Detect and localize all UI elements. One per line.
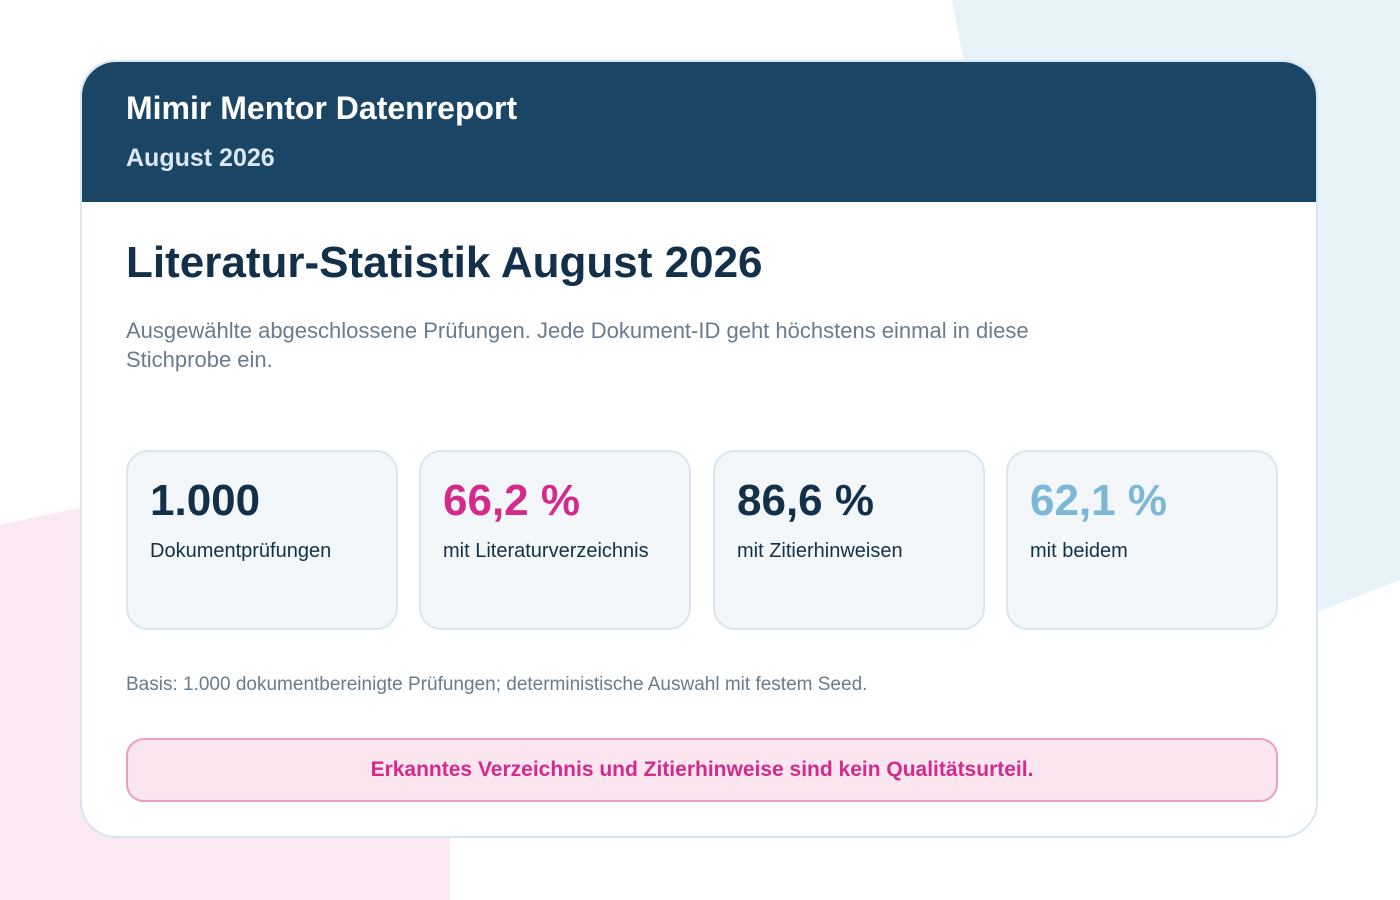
page-description: Ausgewählte abgeschlossene Prüfungen. Je… [126,318,1029,372]
stat-label: mit Literaturverzeichnis [443,540,649,562]
stat-value: 86,6 % [737,476,874,525]
notice-banner: Erkanntes Verzeichnis und Zitierhinweise… [126,738,1278,802]
stat-card-documents: 1.000 Dokumentprüfungen [126,450,398,630]
stat-card-citation-hints: 86,6 % mit Zitierhinweisen [713,450,985,630]
stat-label: Dokumentprüfungen [150,540,332,562]
stat-value: 66,2 % [443,476,580,525]
stats-grid: 1.000 Dokumentprüfungen 66,2 % mit Liter… [126,450,1278,630]
stat-card-bibliography: 66,2 % mit Literaturverzeichnis [419,450,691,630]
stat-card-both: 62,1 % mit beidem [1006,450,1278,630]
brand-title: Mimir Mentor Datenreport [126,90,518,126]
basis-note: Basis: 1.000 dokumentbereinigte Prüfunge… [126,674,868,695]
stat-value: 62,1 % [1030,476,1167,525]
stat-value: 1.000 [150,476,261,525]
report-period: August 2026 [126,144,275,172]
stat-label: mit beidem [1030,540,1128,562]
report-header: Mimir Mentor Datenreport August 2026 [82,62,1316,202]
page-title: Literatur-Statistik August 2026 [126,238,763,287]
report-card: Mimir Mentor Datenreport August 2026 Lit… [80,60,1318,838]
stat-label: mit Zitierhinweisen [737,540,903,562]
